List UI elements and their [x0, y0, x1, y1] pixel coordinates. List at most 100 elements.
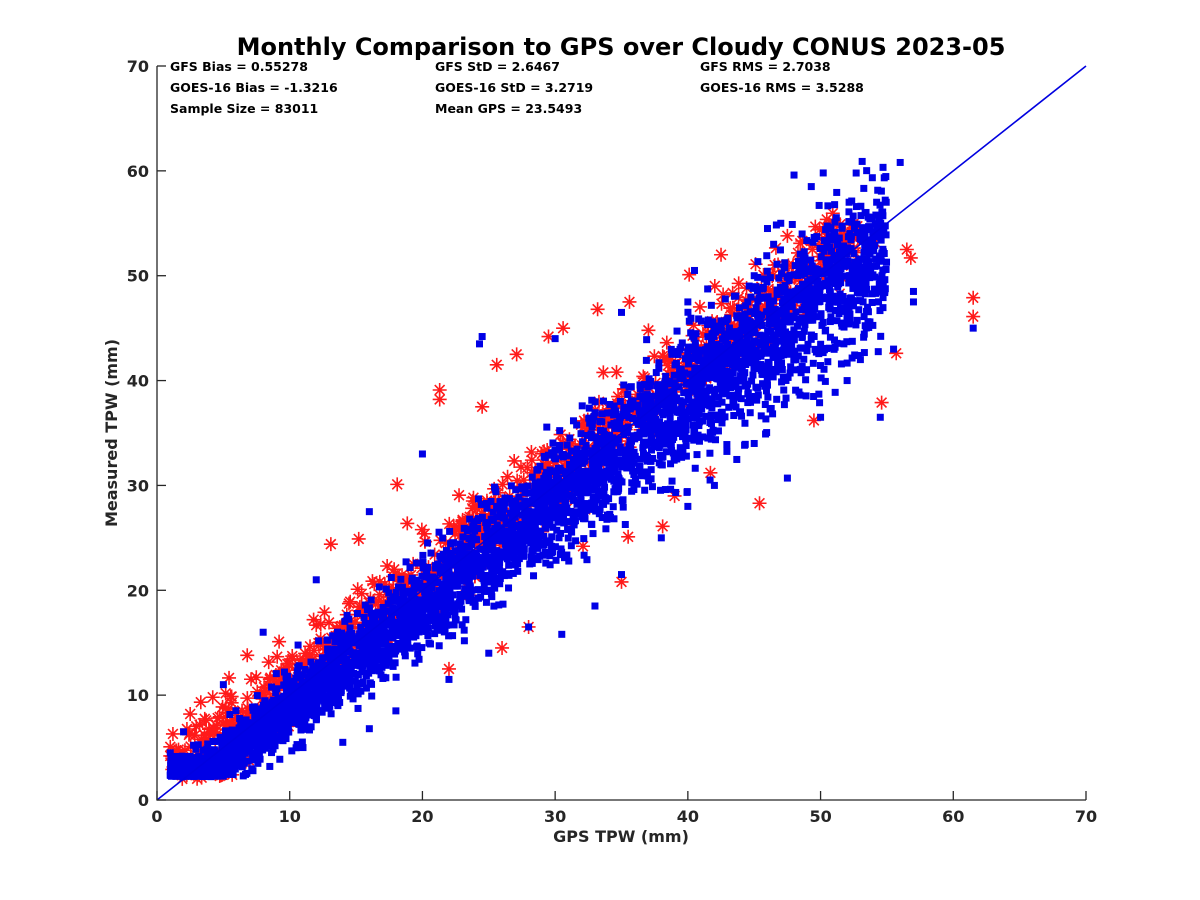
gfs-point: [710, 314, 725, 329]
goes16-point: [327, 710, 335, 718]
goes16-point: [561, 554, 569, 562]
goes16-point: [389, 662, 397, 670]
gfs-point: [432, 383, 447, 398]
gfs-point: [390, 477, 405, 492]
gfs-point: [707, 279, 722, 294]
goes16-point: [274, 710, 282, 718]
goes16-point: [560, 513, 568, 521]
goes16-point: [490, 583, 498, 591]
goes16-point: [562, 487, 570, 495]
goes16-point: [855, 268, 863, 276]
goes16-point: [860, 184, 868, 192]
goes16-point: [522, 514, 530, 522]
goes16-point: [321, 703, 329, 711]
goes16-point: [491, 483, 499, 491]
goes16-point: [486, 586, 494, 594]
goes16-point: [656, 440, 664, 448]
gfs-point: [731, 276, 746, 291]
goes16-point: [780, 401, 788, 409]
goes16-point: [830, 264, 838, 272]
goes16-point: [577, 430, 585, 438]
goes16-point: [272, 722, 280, 730]
goes16-point: [859, 224, 867, 232]
goes16-point: [613, 448, 621, 456]
goes16-point: [528, 473, 536, 481]
goes16-point: [341, 617, 349, 625]
goes16-point: [354, 671, 362, 679]
goes16-point: [707, 360, 715, 368]
gfs-point: [218, 710, 233, 725]
goes16-point: [570, 521, 578, 529]
gfs-point: [205, 725, 220, 740]
goes16-point: [541, 548, 549, 556]
goes16-point: [643, 472, 651, 480]
goes16-point: [833, 188, 841, 196]
goes16-point: [812, 348, 820, 356]
gfs-point: [473, 525, 488, 540]
goes16-point: [555, 534, 563, 542]
goes16-point: [533, 466, 541, 474]
goes16-point: [465, 543, 473, 551]
goes16-point: [750, 337, 758, 345]
goes16-point: [697, 317, 705, 325]
gfs-point: [222, 670, 237, 685]
goes16-point: [723, 381, 731, 389]
goes16-point: [426, 583, 434, 591]
goes16-point: [369, 655, 377, 663]
goes16-point: [788, 341, 796, 349]
goes16-point: [357, 623, 365, 631]
gfs-point: [629, 393, 644, 408]
goes16-point: [562, 498, 570, 506]
gfs-point: [806, 413, 821, 428]
goes16-point: [626, 405, 634, 413]
gfs-point: [727, 318, 742, 333]
goes16-point: [763, 267, 771, 275]
goes16-point: [397, 631, 405, 639]
goes16-point: [615, 484, 623, 492]
goes16-point: [704, 316, 712, 324]
goes16-point: [794, 330, 802, 338]
gfs-point: [243, 709, 258, 724]
goes16-point: [778, 299, 786, 307]
goes16-point: [728, 332, 736, 340]
goes16-point: [860, 313, 868, 321]
goes16-point: [546, 480, 554, 488]
goes16-point: [251, 712, 259, 720]
goes16-point: [387, 633, 395, 641]
goes16-point: [398, 583, 406, 591]
goes16-point: [526, 530, 534, 538]
goes16-point: [525, 489, 533, 497]
goes16-point: [689, 376, 697, 384]
goes16-point: [882, 231, 890, 239]
goes16-point: [297, 716, 305, 724]
gfs-point: [708, 333, 723, 348]
goes16-point: [589, 530, 597, 538]
goes16-point: [343, 611, 351, 619]
gfs-point: [187, 728, 202, 743]
goes16-point: [391, 659, 399, 667]
goes16-point: [689, 414, 697, 422]
goes16-point: [666, 414, 674, 422]
goes16-point: [380, 608, 388, 616]
goes16-point: [293, 668, 301, 676]
goes16-point: [410, 586, 418, 594]
goes16-point: [368, 692, 376, 700]
goes16-point: [434, 578, 442, 586]
goes16-point: [738, 318, 746, 326]
goes16-point: [649, 408, 657, 416]
goes16-point: [477, 500, 485, 508]
goes16-point: [751, 329, 759, 337]
goes16-point: [436, 552, 444, 560]
goes16-point: [849, 284, 857, 292]
goes16-point: [399, 610, 407, 618]
goes16-point: [403, 631, 411, 639]
gfs-point: [610, 399, 625, 414]
goes16-point: [881, 276, 889, 284]
goes16-point: [684, 396, 692, 404]
goes16-point: [240, 730, 248, 738]
goes16-point: [809, 359, 817, 367]
goes16-point: [879, 294, 887, 302]
goes16-point: [769, 347, 777, 355]
goes16-point: [237, 720, 245, 728]
goes16-point: [737, 395, 745, 403]
